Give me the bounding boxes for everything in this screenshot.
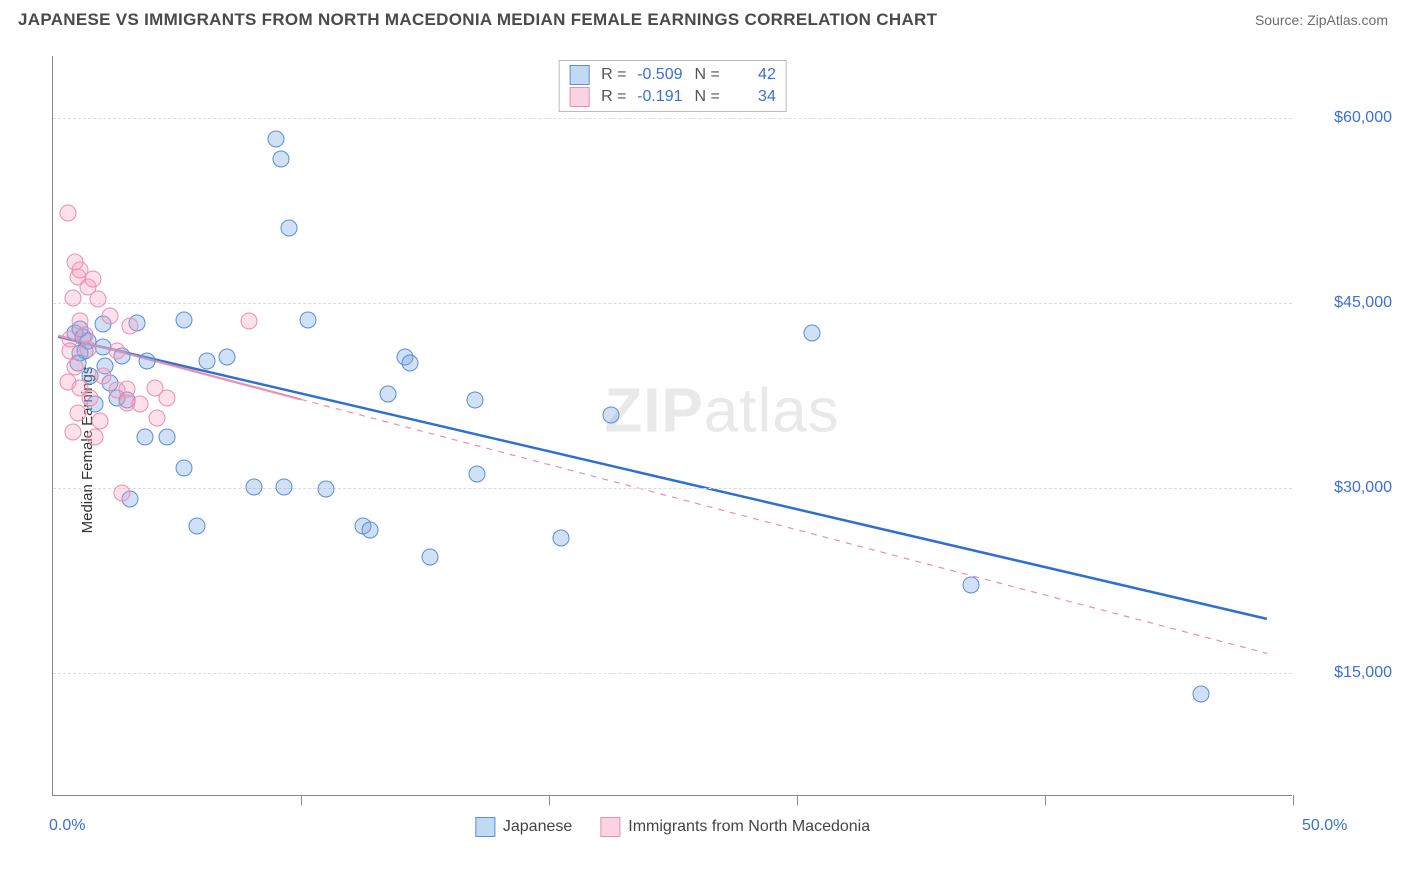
- regression-lines-svg: [53, 56, 1292, 795]
- scatter-point-north_macedonia: [64, 289, 81, 306]
- y-tick-label: $30,000: [1302, 479, 1392, 497]
- chart-title: JAPANESE VS IMMIGRANTS FROM NORTH MACEDO…: [18, 10, 937, 30]
- swatch-pink-icon: [600, 817, 620, 837]
- scatter-point-japanese: [245, 478, 262, 495]
- scatter-point-japanese: [275, 478, 292, 495]
- scatter-point-japanese: [280, 219, 297, 236]
- scatter-point-japanese: [402, 355, 419, 372]
- scatter-point-japanese: [603, 407, 620, 424]
- scatter-point-japanese: [553, 530, 570, 547]
- scatter-point-japanese: [421, 548, 438, 565]
- scatter-point-north_macedonia: [82, 389, 99, 406]
- scatter-point-japanese: [268, 130, 285, 147]
- legend-item-macedonia: Immigrants from North Macedonia: [600, 817, 870, 837]
- scatter-point-north_macedonia: [114, 484, 131, 501]
- x-tick: [1045, 795, 1046, 805]
- scatter-point-north_macedonia: [64, 424, 81, 441]
- x-tick: [797, 795, 798, 805]
- scatter-point-north_macedonia: [109, 343, 126, 360]
- regression-line-japanese: [58, 337, 1267, 619]
- scatter-point-japanese: [273, 150, 290, 167]
- gridline-h: [53, 488, 1292, 489]
- x-tick: [1293, 795, 1294, 805]
- legend-bottom: Japanese Immigrants from North Macedonia: [475, 817, 870, 837]
- scatter-point-north_macedonia: [92, 413, 109, 430]
- scatter-point-japanese: [176, 460, 193, 477]
- scatter-point-japanese: [803, 324, 820, 341]
- scatter-point-japanese: [379, 386, 396, 403]
- chart-container: Median Female Earnings ZIPatlas R = -0.5…: [0, 40, 1406, 860]
- legend-label: Immigrants from North Macedonia: [628, 818, 870, 836]
- plot-area: ZIPatlas R = -0.509 N = 42 R = -0.191 N …: [52, 56, 1292, 796]
- scatter-point-japanese: [962, 577, 979, 594]
- legend-item-japanese: Japanese: [475, 817, 572, 837]
- scatter-point-japanese: [300, 312, 317, 329]
- scatter-point-north_macedonia: [89, 291, 106, 308]
- scatter-point-north_macedonia: [87, 429, 104, 446]
- scatter-point-japanese: [176, 312, 193, 329]
- x-tick: [549, 795, 550, 805]
- scatter-point-japanese: [139, 352, 156, 369]
- source-attribution: Source: ZipAtlas.com: [1255, 12, 1388, 28]
- scatter-point-japanese: [136, 429, 153, 446]
- y-tick-label: $60,000: [1302, 109, 1392, 127]
- scatter-point-japanese: [466, 392, 483, 409]
- scatter-point-north_macedonia: [84, 271, 101, 288]
- scatter-point-japanese: [218, 349, 235, 366]
- scatter-point-north_macedonia: [62, 343, 79, 360]
- swatch-blue-icon: [475, 817, 495, 837]
- scatter-point-north_macedonia: [149, 409, 166, 426]
- scatter-point-japanese: [469, 466, 486, 483]
- scatter-point-north_macedonia: [146, 380, 163, 397]
- scatter-point-japanese: [198, 352, 215, 369]
- scatter-point-north_macedonia: [119, 381, 136, 398]
- scatter-point-japanese: [1193, 685, 1210, 702]
- scatter-point-japanese: [159, 429, 176, 446]
- scatter-point-north_macedonia: [102, 308, 119, 325]
- scatter-point-north_macedonia: [131, 396, 148, 413]
- scatter-point-japanese: [362, 521, 379, 538]
- x-axis-max-label: 50.0%: [1302, 817, 1392, 835]
- scatter-point-japanese: [317, 481, 334, 498]
- x-tick: [301, 795, 302, 805]
- gridline-h: [53, 303, 1292, 304]
- scatter-point-north_macedonia: [121, 318, 138, 335]
- scatter-point-north_macedonia: [79, 340, 96, 357]
- gridline-h: [53, 673, 1292, 674]
- x-axis-min-label: 0.0%: [49, 817, 85, 835]
- legend-label: Japanese: [503, 818, 572, 836]
- y-tick-label: $45,000: [1302, 294, 1392, 312]
- scatter-point-north_macedonia: [59, 204, 76, 221]
- scatter-point-north_macedonia: [69, 404, 86, 421]
- scatter-point-north_macedonia: [240, 313, 257, 330]
- scatter-point-north_macedonia: [94, 367, 111, 384]
- scatter-point-japanese: [188, 518, 205, 535]
- gridline-h: [53, 118, 1292, 119]
- y-tick-label: $15,000: [1302, 664, 1392, 682]
- regression-line-north_macedonia-dashed: [301, 399, 1267, 653]
